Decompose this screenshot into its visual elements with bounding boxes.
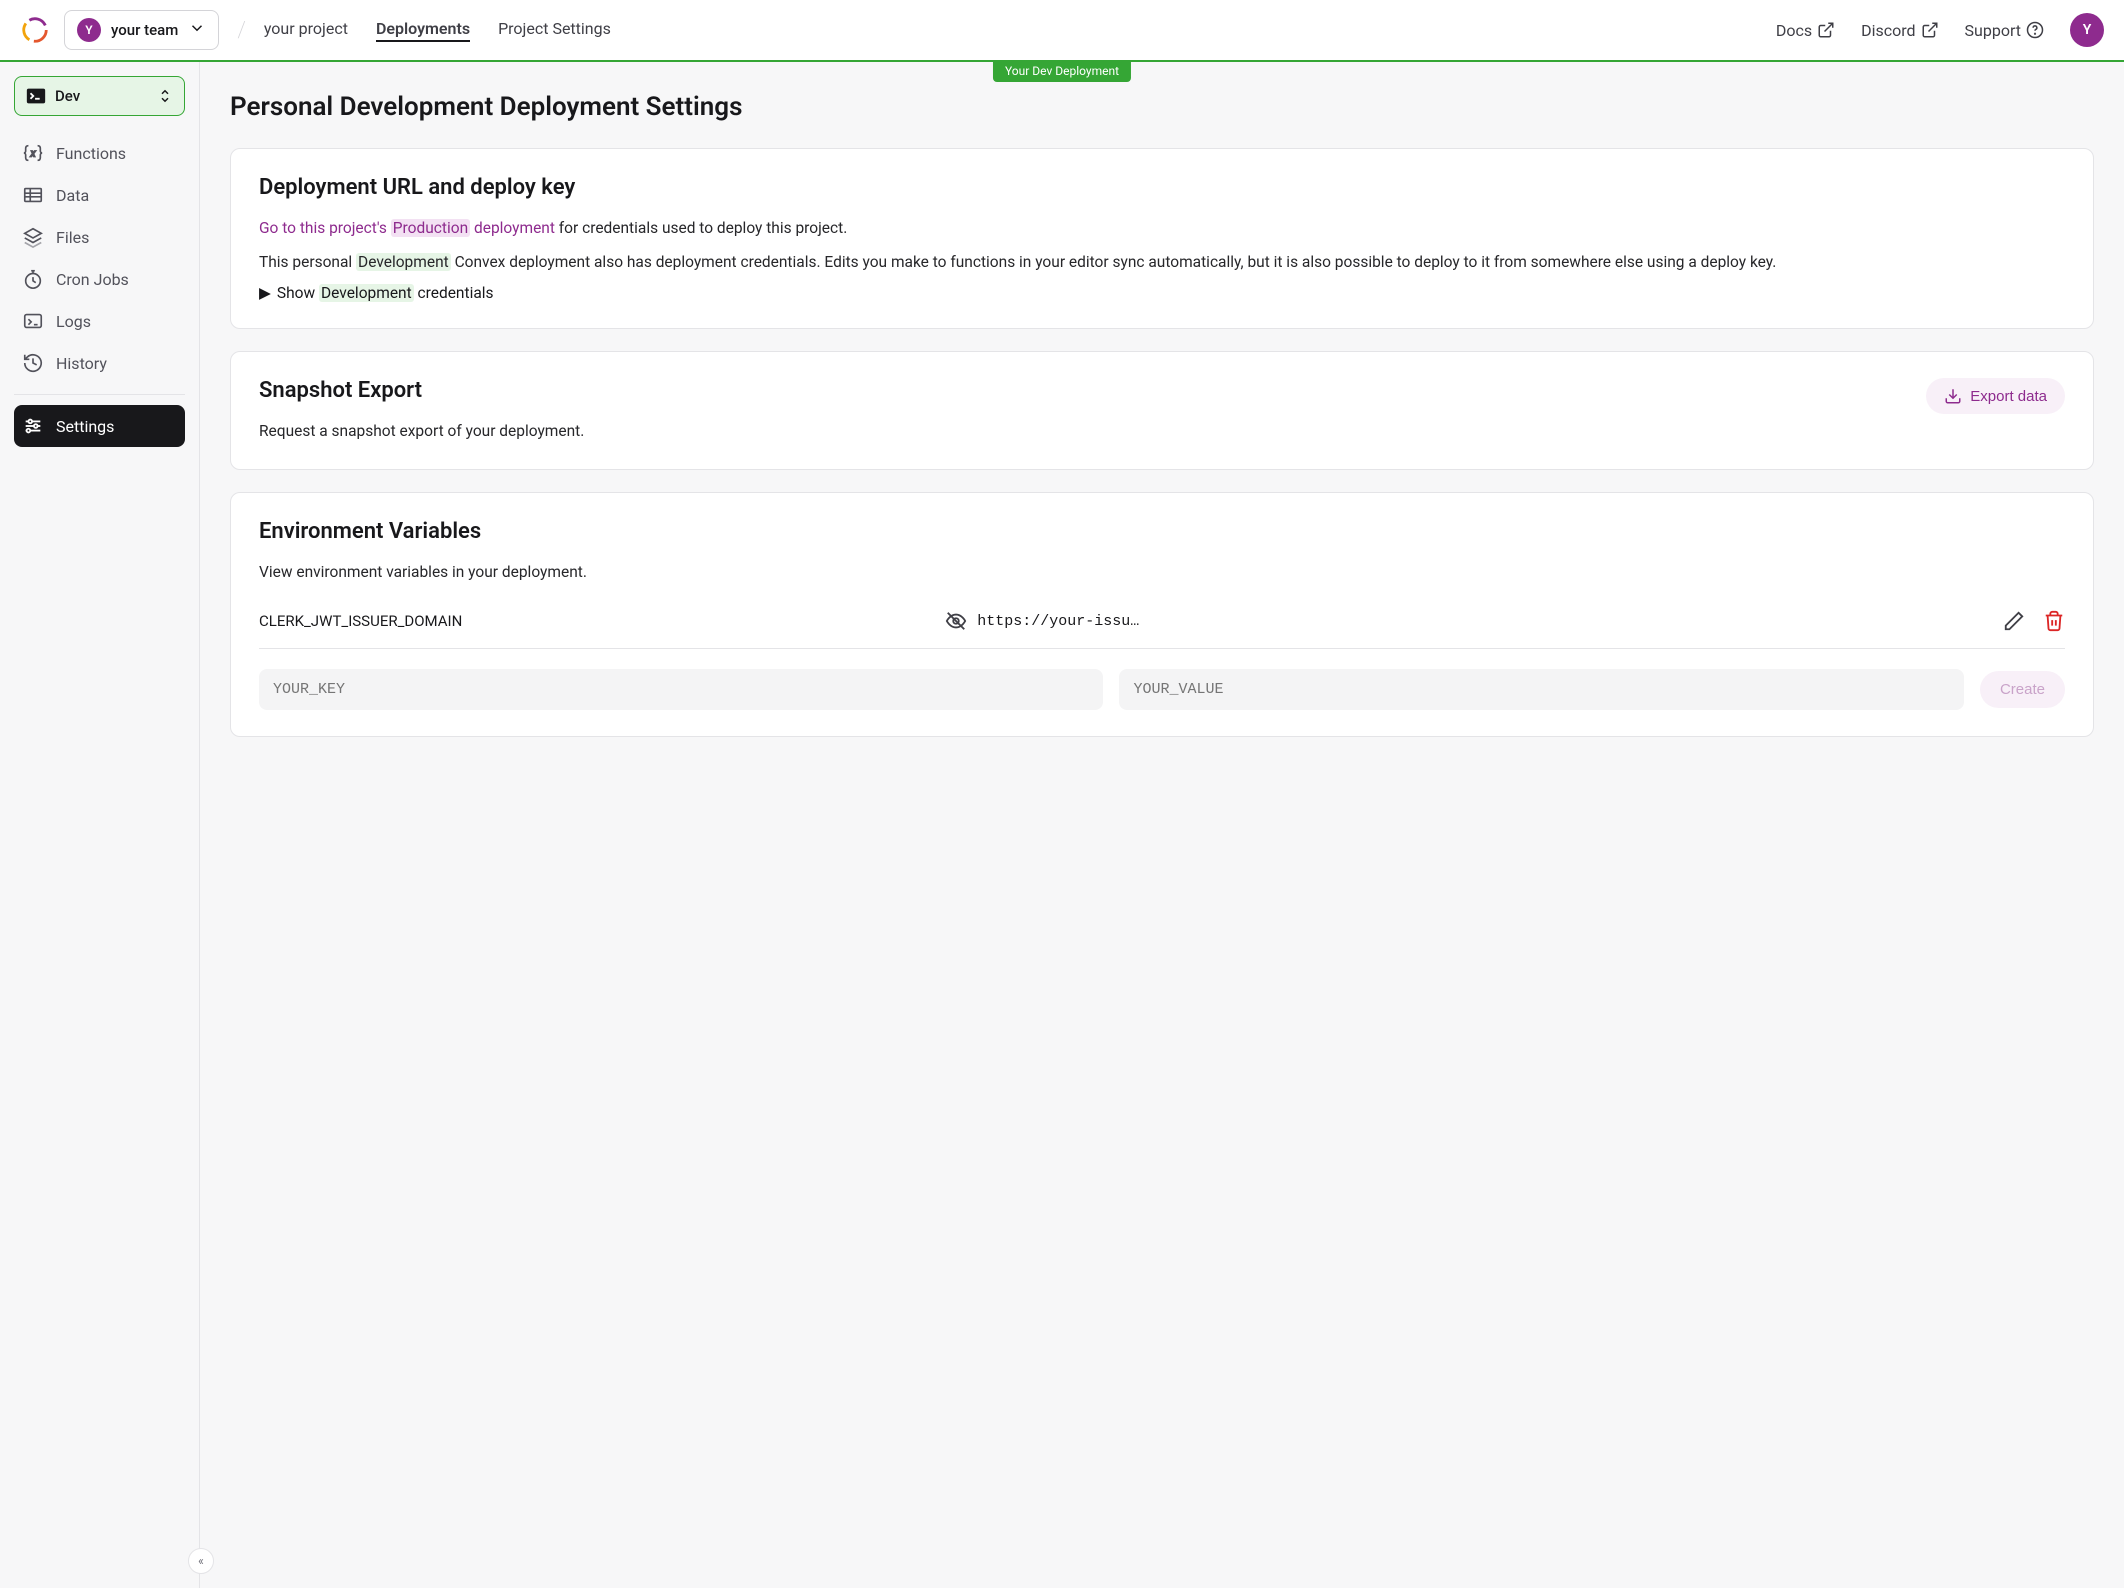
topbar: Y your team / your project Deployments P… [0, 0, 2124, 62]
logs-icon [22, 310, 44, 332]
sidebar-item-label: History [56, 354, 107, 373]
user-avatar[interactable]: Y [2070, 13, 2104, 47]
deployment-url-card: Deployment URL and deploy key Go to this… [230, 148, 2094, 329]
sidebar-item-label: Files [56, 228, 89, 247]
export-button-label: Export data [1970, 388, 2047, 405]
edit-icon[interactable] [2003, 610, 2025, 632]
tab-project[interactable]: your project [264, 19, 348, 42]
env-var-row: CLERK_JWT_ISSUER_DOMAIN https://your-iss… [259, 594, 2065, 649]
sidebar-item-cron[interactable]: Cron Jobs [14, 258, 185, 300]
card-title: Snapshot Export [259, 378, 584, 403]
production-link[interactable]: Go to this project's Production deployme… [259, 219, 555, 237]
env-key-input[interactable] [259, 669, 1103, 710]
eye-off-icon[interactable] [945, 610, 967, 632]
layout: Dev x Functions Data Files Cron Jobs Log… [0, 62, 2124, 1588]
card-title: Deployment URL and deploy key [259, 175, 2065, 200]
sidebar-item-functions[interactable]: x Functions [14, 132, 185, 174]
chevron-down-icon [188, 19, 206, 41]
sidebar-item-settings[interactable]: Settings [14, 405, 185, 447]
team-name: your team [111, 21, 178, 39]
env-var-key: CLERK_JWT_ISSUER_DOMAIN [259, 612, 945, 630]
help-icon [2026, 21, 2044, 39]
show-credentials-toggle[interactable]: ▶ Show Development credentials [259, 284, 2065, 302]
sidebar-item-logs[interactable]: Logs [14, 300, 185, 342]
discord-link[interactable]: Discord [1861, 21, 1938, 40]
docs-link[interactable]: Docs [1776, 21, 1835, 40]
sidebar-item-files[interactable]: Files [14, 216, 185, 258]
deployment-label: Dev [55, 87, 80, 105]
snapshot-export-card: Snapshot Export Request a snapshot expor… [230, 351, 2094, 470]
support-label: Support [1965, 21, 2021, 40]
env-vars-card: Environment Variables View environment v… [230, 492, 2094, 737]
top-right-links: Docs Discord Support Y [1776, 13, 2104, 47]
discord-label: Discord [1861, 21, 1915, 40]
sidebar-item-label: Cron Jobs [56, 270, 129, 289]
card-text: Request a snapshot export of your deploy… [259, 419, 584, 443]
terminal-icon [25, 85, 47, 107]
caret-right-icon: ▶ [259, 284, 271, 302]
card-text: This personal Development Convex deploym… [259, 250, 2065, 274]
delete-icon[interactable] [2043, 610, 2065, 632]
docs-label: Docs [1776, 21, 1812, 40]
external-link-icon [1817, 21, 1835, 39]
dev-deployment-badge: Your Dev Deployment [993, 60, 1131, 82]
sidebar-item-data[interactable]: Data [14, 174, 185, 216]
sidebar-item-label: Logs [56, 312, 91, 331]
history-icon [22, 352, 44, 374]
sidebar: Dev x Functions Data Files Cron Jobs Log… [0, 62, 200, 1588]
support-link[interactable]: Support [1965, 21, 2044, 40]
download-icon [1944, 387, 1962, 405]
breadcrumb-separator: / [237, 18, 246, 43]
card-title: Environment Variables [259, 519, 2065, 544]
main-content: Personal Development Deployment Settings… [200, 62, 2124, 1588]
svg-text:x: x [30, 149, 36, 160]
env-var-value: https://your-issu… [945, 610, 2003, 632]
card-text: View environment variables in your deplo… [259, 560, 2065, 584]
create-env-var-button[interactable]: Create [1980, 671, 2065, 708]
sidebar-item-label: Functions [56, 144, 126, 163]
export-data-button[interactable]: Export data [1926, 378, 2065, 414]
sidebar-item-label: Settings [56, 417, 114, 436]
env-var-create-row: Create [259, 669, 2065, 710]
settings-icon [22, 415, 44, 437]
data-icon [22, 184, 44, 206]
collapse-sidebar-button[interactable]: « [188, 1548, 214, 1574]
cron-icon [22, 268, 44, 290]
functions-icon: x [22, 142, 44, 164]
sidebar-divider [14, 394, 185, 395]
external-link-icon [1921, 21, 1939, 39]
nav-tabs: your project Deployments Project Setting… [264, 19, 611, 42]
deployment-selector[interactable]: Dev [14, 76, 185, 116]
team-selector[interactable]: Y your team [64, 10, 219, 50]
updown-icon [156, 87, 174, 105]
card-text: Go to this project's Production deployme… [259, 216, 2065, 240]
files-icon [22, 226, 44, 248]
env-value-input[interactable] [1119, 669, 1963, 710]
logo [20, 15, 50, 45]
tab-deployments[interactable]: Deployments [376, 19, 470, 42]
page-title: Personal Development Deployment Settings [230, 92, 2094, 122]
team-avatar: Y [77, 18, 101, 42]
tab-project-settings[interactable]: Project Settings [498, 19, 611, 42]
sidebar-item-label: Data [56, 186, 89, 205]
sidebar-item-history[interactable]: History [14, 342, 185, 384]
